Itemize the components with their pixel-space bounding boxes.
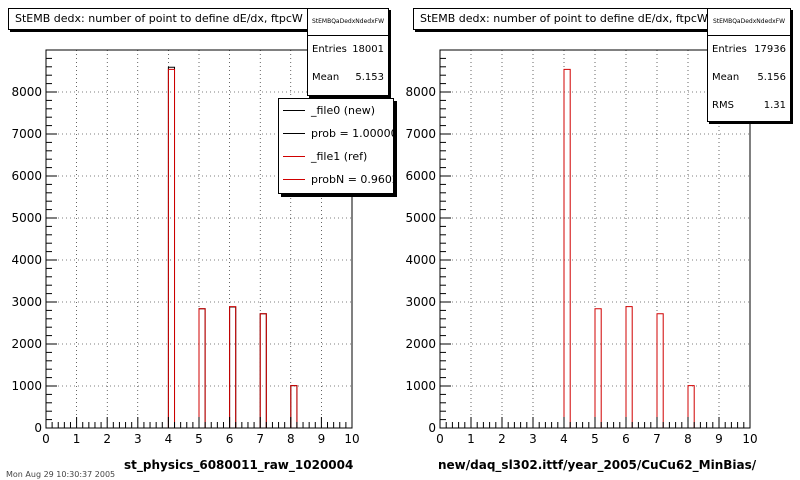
y-tick-label: 8000	[11, 85, 42, 99]
legend-label-probn: probN = 0.960261	[311, 173, 393, 186]
legend-swatch-red	[283, 179, 305, 180]
y-tick-label: 7000	[405, 127, 436, 141]
x-tick-label: 1	[467, 432, 475, 446]
right-stats-entries-row: Entries 17936	[708, 36, 790, 64]
y-tick-label: 1000	[405, 379, 436, 393]
left-stats-mean-row: Mean 5.153	[308, 64, 388, 92]
left-stats-header: StEMBQaDedxNdedxFW	[308, 9, 388, 36]
left-chart-title: StEMB dedx: number of point to define dE…	[8, 8, 310, 30]
timestamp-footer: Mon Aug 29 10:30:37 2005	[6, 470, 116, 479]
y-tick-label: 6000	[11, 169, 42, 183]
y-tick-label: 4000	[405, 253, 436, 267]
x-tick-label: 3	[134, 432, 142, 446]
legend-label-file0: _file0 (new)	[311, 104, 376, 117]
y-tick-label: 4000	[11, 253, 42, 267]
y-tick-label: 5000	[405, 211, 436, 225]
right-chart-title: StEMB dedx: number of point to define dE…	[413, 8, 715, 30]
right-stats-header: StEMBQaDedxNdedxFW	[708, 9, 790, 36]
right-stats-entries-value: 17936	[754, 44, 786, 55]
x-tick-label: 3	[529, 432, 537, 446]
right-stats-rms-row: RMS 1.31	[708, 92, 790, 120]
right-stats-rms-value: 1.31	[763, 100, 786, 111]
legend-swatch-black	[283, 110, 305, 111]
right-x-axis-title: new/daq_sl302.ittf/year_2005/CuCu62_MinB…	[438, 458, 757, 472]
legend-entry-probn: probN = 0.960261	[279, 168, 393, 191]
right-stats-mean-value: 5.156	[757, 72, 786, 83]
legend-swatch-red	[283, 156, 305, 157]
x-tick-label: 8	[684, 432, 692, 446]
histogram-ref	[440, 68, 750, 429]
y-tick-label: 6000	[405, 169, 436, 183]
x-tick-label: 5	[195, 432, 203, 446]
left-x-axis-title: st_physics_6080011_raw_1020004	[124, 458, 354, 472]
x-tick-label: 1	[73, 432, 81, 446]
x-tick-label: 8	[287, 432, 295, 446]
y-tick-label: 1000	[11, 379, 42, 393]
left-chart-panel: 0 1 2 3 4 5 6 7 8 9 10 0 1000 2000 3000 4000 5000 6000 700…	[11, 49, 360, 446]
legend-entry-prob: prob = 1.000000	[279, 122, 393, 145]
left-legend: _file0 (new) prob = 1.000000 _file1 (ref…	[278, 98, 394, 194]
x-tick-label: 2	[103, 432, 111, 446]
x-tick-label: 0	[436, 432, 444, 446]
left-stats-entries-value: 18001	[352, 44, 384, 55]
x-tick-label: 4	[165, 432, 173, 446]
y-tick-label: 3000	[405, 295, 436, 309]
x-tick-label: 6	[226, 432, 234, 446]
y-tick-label: 0	[428, 421, 436, 435]
y-tick-label: 7000	[11, 127, 42, 141]
y-tick-label: 2000	[11, 337, 42, 351]
right-chart-panel: 0 1 2 3 4 5 6 7 8 9 10 0 1000 2000 3000 4000 5000 6000 700…	[405, 49, 758, 446]
x-tick-label: 0	[42, 432, 50, 446]
left-stats-mean-value: 5.153	[355, 72, 384, 83]
x-tick-label: 10	[344, 432, 359, 446]
legend-label-file1: _file1 (ref)	[311, 150, 368, 163]
x-tick-label: 7	[653, 432, 661, 446]
legend-swatch-black	[283, 133, 305, 134]
y-tick-label: 5000	[11, 211, 42, 225]
right-stats-mean-row: Mean 5.156	[708, 64, 790, 92]
legend-label-prob: prob = 1.000000	[311, 127, 393, 140]
legend-entry-file0: _file0 (new)	[279, 99, 393, 122]
x-tick-label: 4	[560, 432, 568, 446]
x-tick-label: 9	[715, 432, 723, 446]
x-tick-label: 5	[591, 432, 599, 446]
right-stats-box: StEMBQaDedxNdedxFW Entries 17936 Mean 5.15…	[707, 8, 791, 122]
x-tick-label: 2	[498, 432, 506, 446]
y-tick-label: 8000	[405, 85, 436, 99]
x-tick-label: 6	[622, 432, 630, 446]
y-tick-label: 2000	[405, 337, 436, 351]
left-stats-box: StEMBQaDedxNdedxFW Entries 18001 Mean 5.15…	[307, 8, 389, 96]
x-tick-label: 9	[318, 432, 326, 446]
y-tick-label: 0	[34, 421, 42, 435]
y-tick-label: 3000	[11, 295, 42, 309]
x-tick-label: 10	[742, 432, 757, 446]
x-tick-label: 7	[256, 432, 264, 446]
left-stats-entries-row: Entries 18001	[308, 36, 388, 64]
legend-entry-file1: _file1 (ref)	[279, 145, 393, 168]
